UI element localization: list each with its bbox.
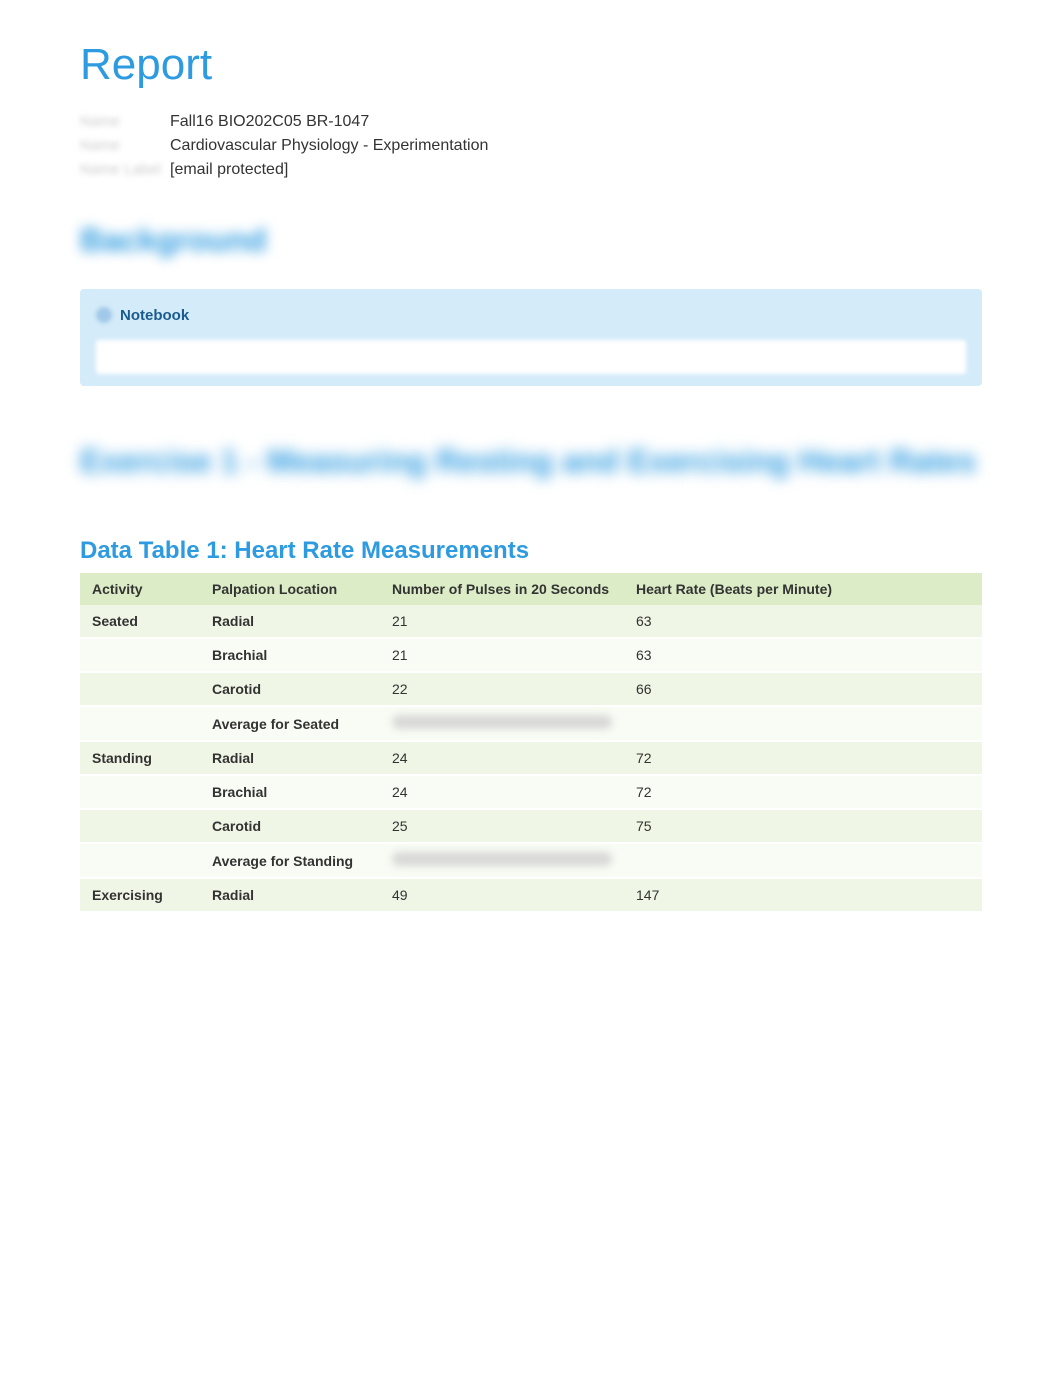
rate-cell — [624, 843, 982, 878]
table-row: Brachial2472 — [80, 775, 982, 809]
activity-cell: Seated — [80, 605, 200, 638]
pulses-cell: 25 — [380, 809, 624, 843]
palpation-cell: Carotid — [200, 672, 380, 706]
activity-cell — [80, 809, 200, 843]
table-row: Carotid2575 — [80, 809, 982, 843]
palpation-cell: Brachial — [200, 638, 380, 672]
pulses-cell: 49 — [380, 878, 624, 912]
activity-cell — [80, 843, 200, 878]
palpation-cell: Radial — [200, 605, 380, 638]
palpation-cell: Radial — [200, 741, 380, 775]
background-heading: Background — [80, 222, 982, 259]
col-palpation-header: Palpation Location — [200, 573, 380, 605]
palpation-cell: Brachial — [200, 775, 380, 809]
exercise-heading: Exercise 1 - Measuring Resting and Exerc… — [80, 436, 982, 487]
notebook-body — [96, 340, 966, 374]
heart-rate-table: Activity Palpation Location Number of Pu… — [80, 573, 982, 913]
metadata-block: Name Fall16 BIO202C05 BR-1047 Name Cardi… — [80, 110, 982, 182]
rate-cell — [624, 706, 982, 741]
pulses-cell: 22 — [380, 672, 624, 706]
metadata-value: [email protected] — [170, 161, 288, 179]
report-title: Report — [80, 40, 982, 90]
metadata-label: Name Label — [80, 161, 170, 179]
notebook-header[interactable]: Notebook — [96, 301, 966, 340]
rate-cell: 63 — [624, 638, 982, 672]
metadata-label: Name — [80, 113, 170, 131]
pulses-cell: 24 — [380, 775, 624, 809]
palpation-cell: Carotid — [200, 809, 380, 843]
metadata-value: Cardiovascular Physiology - Experimentat… — [170, 137, 488, 155]
table-row: SeatedRadial2163 — [80, 605, 982, 638]
activity-cell — [80, 672, 200, 706]
rate-cell: 63 — [624, 605, 982, 638]
col-pulses-header: Number of Pulses in 20 Seconds — [380, 573, 624, 605]
col-rate-header: Heart Rate (Beats per Minute) — [624, 573, 982, 605]
rate-cell: 147 — [624, 878, 982, 912]
activity-cell: Exercising — [80, 878, 200, 912]
table-row: Brachial2163 — [80, 638, 982, 672]
pulses-cell: 21 — [380, 638, 624, 672]
rate-cell: 72 — [624, 741, 982, 775]
metadata-row: Name Label [email protected] — [80, 158, 982, 182]
rate-cell: 75 — [624, 809, 982, 843]
activity-cell: Standing — [80, 741, 200, 775]
notebook-panel: Notebook — [80, 289, 982, 386]
metadata-row: Name Cardiovascular Physiology - Experim… — [80, 134, 982, 158]
table-title: Data Table 1: Heart Rate Measurements — [80, 537, 982, 565]
rate-cell: 66 — [624, 672, 982, 706]
table-row: StandingRadial2472 — [80, 741, 982, 775]
metadata-label: Name — [80, 137, 170, 155]
table-row: Average for Standing — [80, 843, 982, 878]
activity-cell — [80, 775, 200, 809]
table-header-row: Activity Palpation Location Number of Pu… — [80, 573, 982, 605]
table-row: Average for Seated — [80, 706, 982, 741]
activity-cell — [80, 706, 200, 741]
table-row: Carotid2266 — [80, 672, 982, 706]
palpation-cell: Radial — [200, 878, 380, 912]
col-activity-header: Activity — [80, 573, 200, 605]
rate-cell: 72 — [624, 775, 982, 809]
pulses-cell — [380, 843, 624, 878]
pulses-cell: 21 — [380, 605, 624, 638]
metadata-value: Fall16 BIO202C05 BR-1047 — [170, 113, 369, 131]
pulses-cell — [380, 706, 624, 741]
pulses-cell: 24 — [380, 741, 624, 775]
palpation-cell: Average for Seated — [200, 706, 380, 741]
table-body: SeatedRadial2163Brachial2163Carotid2266A… — [80, 605, 982, 912]
table-row: ExercisingRadial49147 — [80, 878, 982, 912]
metadata-row: Name Fall16 BIO202C05 BR-1047 — [80, 110, 982, 134]
activity-cell — [80, 638, 200, 672]
palpation-cell: Average for Standing — [200, 843, 380, 878]
